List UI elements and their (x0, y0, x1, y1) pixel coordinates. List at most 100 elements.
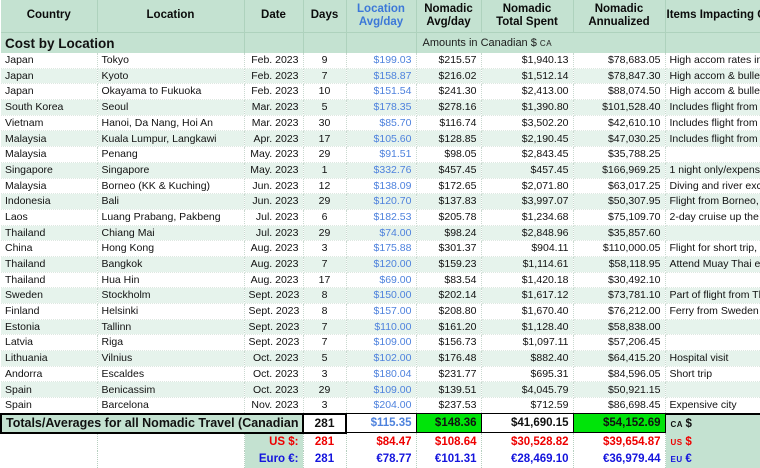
cell-total[interactable]: $2,071.80 (481, 178, 574, 195)
cell-items[interactable]: Attend Muay Thai event (665, 256, 760, 273)
cell-total[interactable]: $1,617.12 (481, 287, 574, 304)
cell-nom-avg[interactable]: $139.51 (416, 381, 482, 399)
cell-location[interactable]: Luang Prabang, Pakbeng (97, 209, 245, 226)
total-days[interactable]: 281 (302, 412, 347, 434)
cell-annualized[interactable]: $35,857.60 (573, 225, 666, 242)
cell-total[interactable]: $2,848.96 (481, 225, 574, 242)
column-header-location[interactable]: Location (97, 0, 245, 33)
cell-annualized[interactable]: $78,683.05 (573, 53, 666, 69)
cell-location[interactable]: Kuala Lumpur, Langkawi (97, 130, 245, 148)
cell-days[interactable]: 5 (303, 99, 347, 116)
cell-annualized[interactable]: $42,610.10 (573, 115, 666, 132)
cell-nom-avg[interactable]: $83.54 (416, 272, 482, 289)
cell-location[interactable]: Helsinki (97, 303, 245, 320)
cell-annualized[interactable]: $86,698.45 (573, 397, 666, 415)
totals-label[interactable]: Totals/Averages for all Nomadic Travel (… (0, 412, 304, 434)
cell-country[interactable]: Japan (1, 68, 98, 85)
cell-days[interactable]: 7 (303, 334, 347, 352)
cell-country[interactable]: Spain (1, 381, 98, 399)
cell-total[interactable]: $882.40 (481, 350, 574, 367)
cell-location[interactable]: Hua Hin (97, 272, 245, 289)
total-location-avg[interactable]: $115.35 (345, 413, 417, 434)
cell-date[interactable]: Mar. 2023 (244, 99, 304, 116)
cell-total[interactable]: $1,097.11 (481, 334, 574, 352)
cell-country[interactable]: Japan (1, 83, 98, 101)
cell-country[interactable]: Andorra (1, 366, 98, 383)
total-spent[interactable]: €28,469.10 (481, 450, 574, 468)
cell-items[interactable]: High accom & bullet train (665, 83, 760, 101)
cell-days[interactable]: 29 (303, 146, 347, 163)
section-title[interactable]: Cost by Location (1, 32, 245, 53)
total-nomadic-avg[interactable]: $148.36 (415, 413, 482, 434)
column-header-date[interactable]: Date (244, 0, 304, 33)
cell-total[interactable]: $1,940.13 (481, 53, 574, 69)
cell-nom-avg[interactable]: $301.37 (416, 240, 482, 257)
empty-cell[interactable] (97, 450, 245, 468)
cell-date[interactable]: Apr. 2023 (244, 130, 304, 148)
cell-nom-avg[interactable]: $161.20 (416, 319, 482, 336)
cell-days[interactable]: 10 (303, 83, 347, 101)
cell-location[interactable]: Hong Kong (97, 240, 245, 257)
cell-country[interactable]: Laos (1, 209, 98, 226)
cell-items[interactable]: Flight from Borneo, diving (665, 193, 760, 210)
currency-tag[interactable]: CA $ (665, 412, 760, 433)
cell-loc-avg[interactable]: $85.70 (346, 115, 417, 132)
cell-total[interactable]: $904.11 (481, 240, 574, 257)
cell-annualized[interactable]: $58,118.95 (573, 256, 666, 273)
cell-annualized[interactable]: $35,788.25 (573, 146, 666, 163)
column-header-nom_avg[interactable]: Nomadic Avg/day (416, 0, 482, 33)
cell-country[interactable]: Malaysia (1, 146, 98, 163)
cell-items[interactable] (665, 381, 760, 399)
cell-country[interactable]: Indonesia (1, 193, 98, 210)
cell-country[interactable]: Latvia (1, 334, 98, 352)
cell-location[interactable]: Chiang Mai (97, 225, 245, 242)
cell-nom-avg[interactable]: $231.77 (416, 366, 482, 383)
cell-date[interactable]: Mar. 2023 (244, 115, 304, 132)
cell-days[interactable]: 5 (303, 350, 347, 367)
cell-nom-avg[interactable]: $116.74 (416, 115, 482, 132)
cell-nom-avg[interactable]: $128.85 (416, 130, 482, 148)
cell-location[interactable]: Hanoi, Da Nang, Hoi An (97, 115, 245, 132)
cell-items[interactable] (665, 319, 760, 336)
cell-nom-avg[interactable]: $172.65 (416, 178, 482, 195)
cell-days[interactable]: 17 (303, 130, 347, 148)
cell-location[interactable]: Kyoto (97, 68, 245, 85)
cell-date[interactable]: Jul. 2023 (244, 225, 304, 242)
cell-country[interactable]: Vietnam (1, 115, 98, 132)
cell-date[interactable]: Aug. 2023 (244, 256, 304, 273)
empty-cell[interactable] (346, 32, 417, 53)
cell-items[interactable]: Includes flight from Vietnam (665, 130, 760, 148)
column-header-country[interactable]: Country (1, 0, 98, 33)
cell-location[interactable]: Penang (97, 146, 245, 163)
cell-days[interactable]: 12 (303, 178, 347, 195)
cell-days[interactable]: 30 (303, 115, 347, 132)
cell-location[interactable]: Bali (97, 193, 245, 210)
cell-days[interactable]: 7 (303, 68, 347, 85)
cell-days[interactable]: 29 (303, 225, 347, 242)
cell-country[interactable]: Singapore (1, 162, 98, 179)
cell-date[interactable]: Feb. 2023 (244, 68, 304, 85)
cell-loc-avg[interactable]: $204.00 (346, 397, 417, 415)
cell-loc-avg[interactable]: $102.00 (346, 350, 417, 367)
cell-total[interactable]: $457.45 (481, 162, 574, 179)
cell-annualized[interactable]: $57,206.45 (573, 334, 666, 352)
empty-cell[interactable] (244, 32, 304, 53)
cell-date[interactable]: Aug. 2023 (244, 272, 304, 289)
column-header-days[interactable]: Days (303, 0, 347, 33)
cell-nom-avg[interactable]: $237.53 (416, 397, 482, 415)
cell-nom-avg[interactable]: $159.23 (416, 256, 482, 273)
cell-total[interactable]: $1,670.40 (481, 303, 574, 320)
cell-location[interactable]: Bangkok (97, 256, 245, 273)
cell-total[interactable]: $712.59 (481, 397, 574, 415)
cell-location[interactable]: Singapore (97, 162, 245, 179)
cell-date[interactable]: Oct. 2023 (244, 366, 304, 383)
totals-label[interactable]: Euro €: (244, 450, 304, 468)
cell-days[interactable]: 3 (303, 366, 347, 383)
cell-total[interactable]: $2,843.45 (481, 146, 574, 163)
cell-date[interactable]: Sept. 2023 (244, 287, 304, 304)
cell-annualized[interactable]: $64,415.20 (573, 350, 666, 367)
cell-total[interactable]: $3,502.20 (481, 115, 574, 132)
cell-annualized[interactable]: $75,109.70 (573, 209, 666, 226)
cell-location[interactable]: Barcelona (97, 397, 245, 415)
cell-country[interactable]: South Korea (1, 99, 98, 116)
